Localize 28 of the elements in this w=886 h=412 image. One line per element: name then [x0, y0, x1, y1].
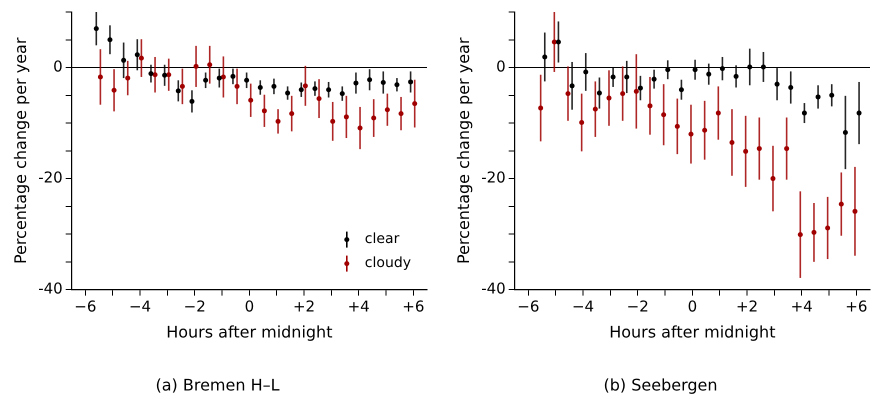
y-tick-label: -40 — [481, 279, 506, 298]
x-tick-label: 0 — [688, 297, 698, 316]
y-tick-label: -20 — [481, 168, 506, 186]
x-tick-label: +2 — [292, 297, 316, 316]
x-tick-label: −6 — [517, 297, 540, 316]
x-tick-label: +4 — [790, 297, 813, 316]
y-axis-title: Percentage change per year — [10, 37, 30, 264]
legend-label: cloudy — [364, 255, 412, 272]
x-tick-label: −6 — [74, 297, 96, 316]
y-tick-label: -40 — [38, 279, 63, 298]
x-tick-label: +4 — [348, 297, 370, 316]
y-tick-label: 0 — [496, 57, 506, 76]
x-axis-title: Hours after midnight — [166, 322, 332, 342]
x-axis-title: Hours after midnight — [609, 322, 776, 342]
y-tick-label: -20 — [38, 168, 63, 186]
x-tick-label: +6 — [845, 297, 868, 316]
x-tick-label: −2 — [184, 297, 206, 316]
text: (b) Seebergen — [603, 376, 718, 395]
x-tick-label: +6 — [402, 297, 424, 316]
text: (a) Bremen H–L — [155, 376, 280, 395]
y-axis-title: Percentage change per year — [454, 37, 473, 264]
x-tick-label: 0 — [244, 297, 254, 316]
x-tick-label: +2 — [736, 297, 758, 316]
x-tick-label: −2 — [626, 297, 649, 316]
legend-label: clear — [364, 231, 400, 248]
x-tick-label: −4 — [128, 297, 152, 316]
y-tick-label: 0 — [53, 57, 63, 76]
x-tick-label: −4 — [572, 297, 594, 316]
